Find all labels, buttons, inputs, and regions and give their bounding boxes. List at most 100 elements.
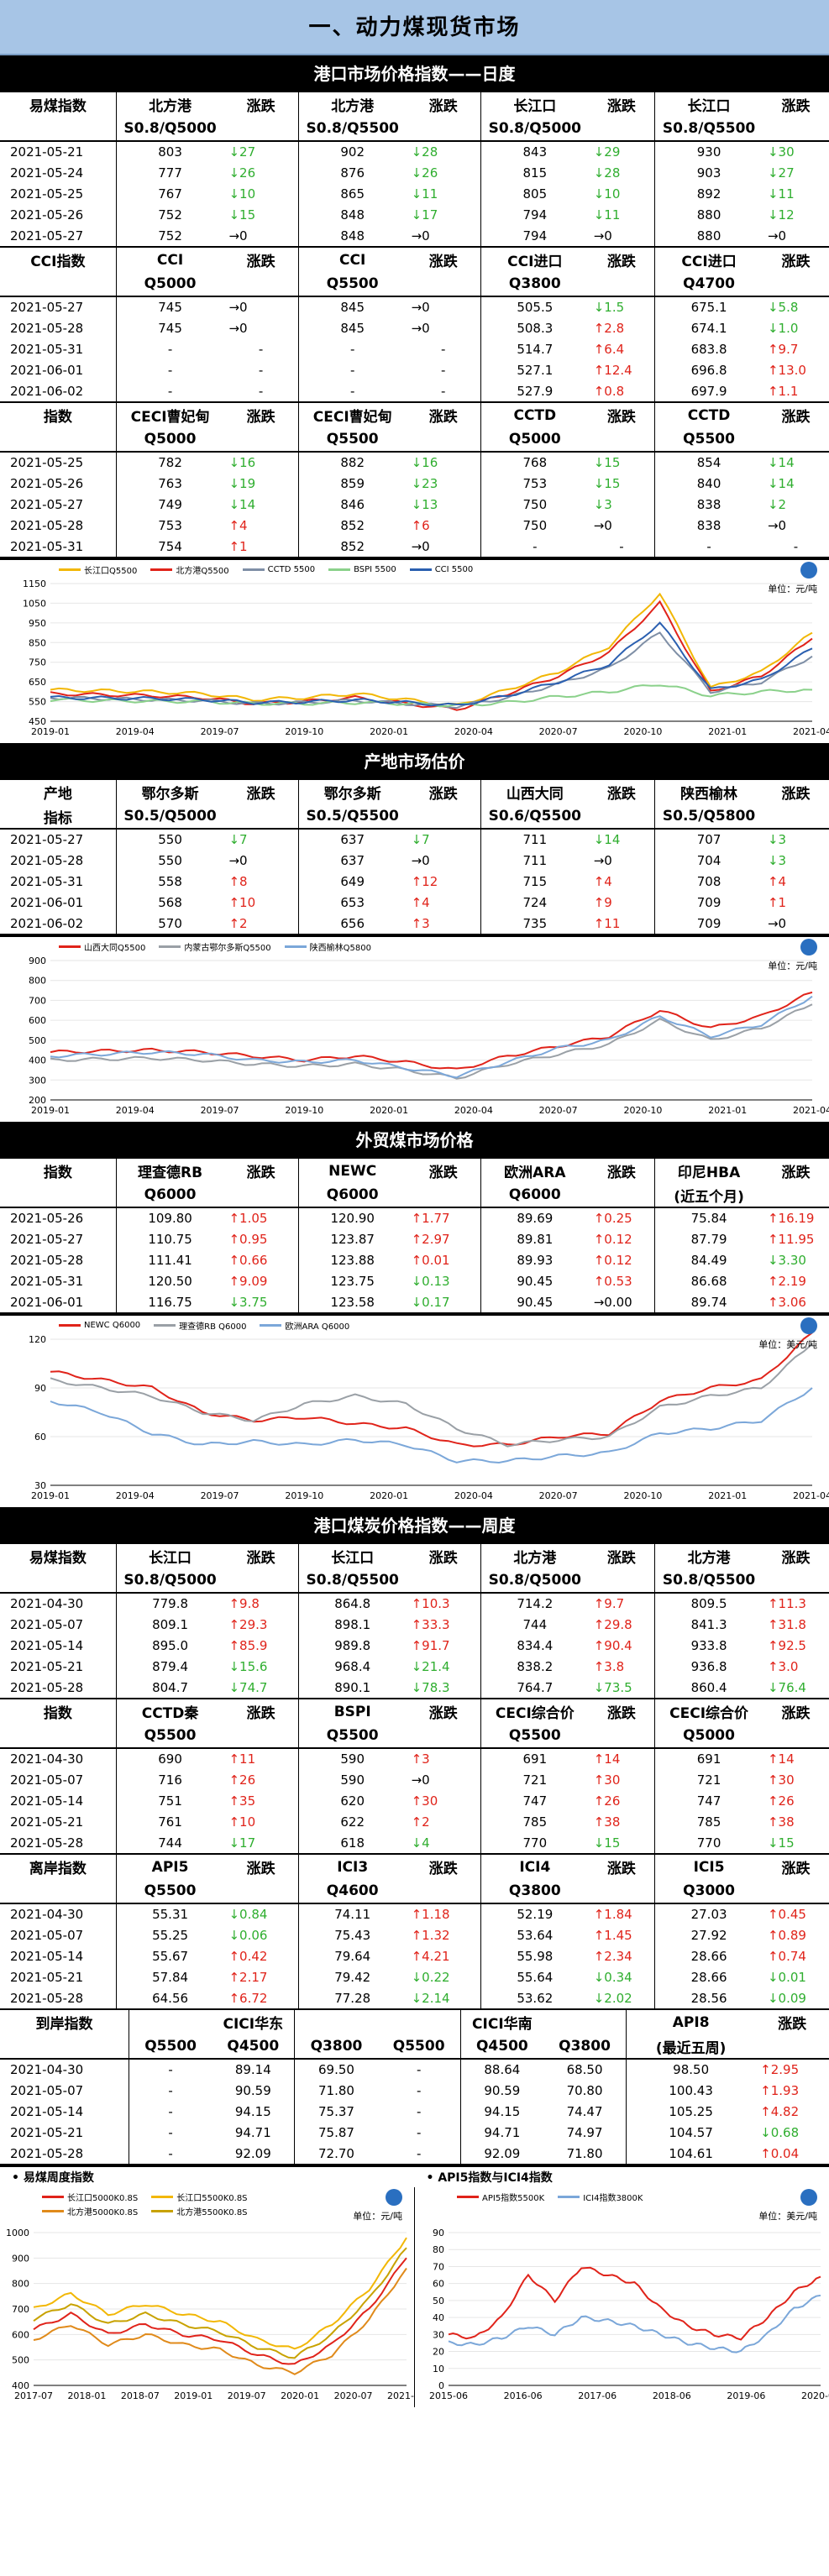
header-cell: Q5500 — [297, 427, 407, 453]
value-cell: 514.7 — [480, 338, 589, 359]
value-cell: 94.71 — [459, 2122, 543, 2143]
y-tick-label: 400 — [29, 1055, 46, 1066]
table-row: 2021-05-21 879.4 ↓15.6 968.4 ↓21.4 838.2 ↑3.8 9… — [0, 1656, 829, 1677]
value-cell: 57.84 — [115, 1966, 224, 1987]
value-cell: 111.41 — [115, 1249, 224, 1270]
value-cell: 90.45 — [480, 1291, 589, 1312]
data-table: CCI指数 CCI 涨跌 CCI 涨跌 CCI进口 涨跌 CCI进口 涨跌 Q5000 Q5500 Q… — [0, 248, 829, 401]
x-tick-label: 2019-10 — [285, 1490, 323, 1501]
value-cell: →0 — [767, 915, 787, 931]
header-cell: S0.6/Q5500 — [480, 804, 589, 830]
y-tick-label: 700 — [12, 2304, 29, 2315]
value-cell: 785 — [654, 1811, 763, 1832]
value-cell: 550 — [115, 850, 224, 871]
value-cell: →0 — [767, 517, 787, 533]
legend-swatch — [159, 945, 181, 948]
value-cell: - — [129, 2101, 212, 2122]
value-cell: 558 — [115, 871, 224, 892]
header-cell — [588, 1879, 655, 1904]
value-cell: ↑14 — [593, 1751, 621, 1767]
table-row: 2021-05-25 782 ↓16 882 ↓16 768 ↓15 854 ↓14 — [0, 452, 829, 473]
value-cell: 747 — [654, 1790, 763, 1811]
value-cell: 89.74 — [654, 1291, 763, 1312]
x-tick-label: 2020-04 — [454, 1490, 493, 1501]
x-tick-label: 2019-01 — [31, 1105, 70, 1116]
value-cell: ↓29 — [593, 144, 621, 160]
table-row: 2021-05-24 777 ↓26 876 ↓26 815 ↓28 903 ↓27 — [0, 162, 829, 183]
series-line — [50, 1343, 813, 1448]
legend-label: 长江口5500K0.8S — [176, 2194, 248, 2203]
value-cell: - — [129, 2122, 212, 2143]
value-cell: 752 — [115, 204, 224, 225]
value-cell: ↓14 — [767, 475, 795, 491]
value-cell: 637 — [297, 850, 407, 871]
header-cell: Q5500 — [129, 2034, 212, 2060]
table-row: 2021-05-21 761 ↑10 622 ↑2 785 ↑38 785 ↑38 — [0, 1811, 829, 1832]
value-cell: 55.67 — [115, 1945, 224, 1966]
header-cell — [588, 117, 655, 142]
header-cell: Q5500 — [377, 2034, 461, 2060]
x-tick-label: 2020-07 — [539, 726, 578, 737]
page-title: 一、动力煤现货市场 — [0, 0, 829, 55]
value-cell: 123.75 — [297, 1270, 407, 1291]
value-cell: ↑1.05 — [228, 1211, 268, 1226]
legend-item: NEWC Q6000 — [59, 1319, 140, 1332]
value-cell: 744 — [115, 1832, 224, 1853]
header-cell — [223, 1879, 299, 1904]
value-cell: ↓14 — [228, 496, 256, 512]
header-cell — [755, 2034, 829, 2060]
chart-svg: 450 550 650 750 850 950 1050 1150 2019-01 2019-04… — [23, 579, 829, 737]
value-cell: 898.1 — [297, 1614, 407, 1635]
y-tick-label: 200 — [29, 1095, 46, 1106]
value-cell: ↑35 — [228, 1793, 256, 1809]
date-cell: 2021-05-26 — [10, 475, 84, 491]
value-cell: 803 — [115, 141, 224, 162]
value-cell: ↓78.3 — [411, 1679, 450, 1695]
table-row: 2021-05-28 111.41 ↑0.66 123.88 ↑0.01 89.93 ↑0.… — [0, 1249, 829, 1270]
header-cell: Q3000 — [654, 1879, 763, 1904]
value-cell: 75.43 — [297, 1924, 407, 1945]
header-cell — [0, 117, 117, 142]
header-cell — [762, 117, 829, 142]
legend-item: CCTD 5500 — [242, 563, 315, 576]
header-cell — [406, 427, 481, 453]
value-cell: 104.61 — [626, 2143, 756, 2164]
value-cell: 656 — [297, 913, 407, 934]
header-cell — [588, 1183, 655, 1208]
x-tick-label: 2020-07 — [539, 1490, 578, 1501]
date-cell: 2021-05-21 — [10, 1969, 84, 1985]
value-cell: ↓2.02 — [593, 1990, 632, 2006]
table-row: 2021-05-26 752 ↓15 848 ↓17 794 ↓11 880 ↓12 — [0, 204, 829, 225]
value-cell: ↑3.8 — [593, 1658, 625, 1674]
header-cell: API8 — [626, 2010, 756, 2034]
y-tick-label: 90 — [34, 1383, 46, 1394]
y-tick-label: 650 — [29, 677, 46, 688]
value-cell: ↓73.5 — [593, 1679, 632, 1695]
date-cell: 2021-04-30 — [10, 1751, 84, 1767]
table-row: 2021-05-26 763 ↓19 859 ↓23 753 ↓15 840 ↓14 — [0, 473, 829, 494]
value-cell: ↑14 — [767, 1751, 795, 1767]
x-tick-label: 2018-01 — [67, 2390, 106, 2401]
value-cell: - — [416, 2082, 422, 2098]
value-cell: 716 — [115, 1769, 224, 1790]
table-divider — [0, 1312, 829, 1314]
table-row: 2021-04-30 - 89.14 69.50 - 88.64 68.50 98.50 ↑2.… — [0, 2059, 829, 2080]
table-row: 2021-05-27 745 →0 845 →0 505.5 ↓1.5 675.1 ↓5.8 — [0, 296, 829, 317]
value-cell: 848 — [297, 204, 407, 225]
x-tick-label: 2019-01 — [31, 1490, 70, 1501]
unit-label: 单位：元/吨 — [353, 2211, 402, 2222]
header-cell — [223, 1183, 299, 1208]
chart-legend: 山西大同Q5500 内蒙古鄂尔多斯Q5500 陕西榆林Q5800 — [59, 940, 371, 953]
value-cell: ↑0.25 — [593, 1211, 632, 1226]
table-header-row: S0.8/Q5000 S0.8/Q5500 S0.8/Q5000 S0.8/Q5500 — [0, 117, 829, 142]
value-cell: 116.75 — [115, 1291, 224, 1312]
value-cell: 653 — [297, 892, 407, 913]
legend-label: BSPI 5500 — [354, 565, 396, 574]
value-cell: - — [297, 380, 407, 401]
table-row: 2021-04-30 690 ↑11 590 ↑3 691 ↑14 691 ↑14 — [0, 1748, 829, 1769]
table-row: 2021-05-28 - 92.09 72.70 - 92.09 71.80 104.61 ↑0… — [0, 2143, 829, 2164]
date-cell: 2021-05-27 — [10, 300, 84, 315]
header-cell: 长江口 — [654, 92, 763, 117]
legend-item: API5指数5500K — [457, 2191, 544, 2203]
legend-swatch — [59, 945, 81, 948]
